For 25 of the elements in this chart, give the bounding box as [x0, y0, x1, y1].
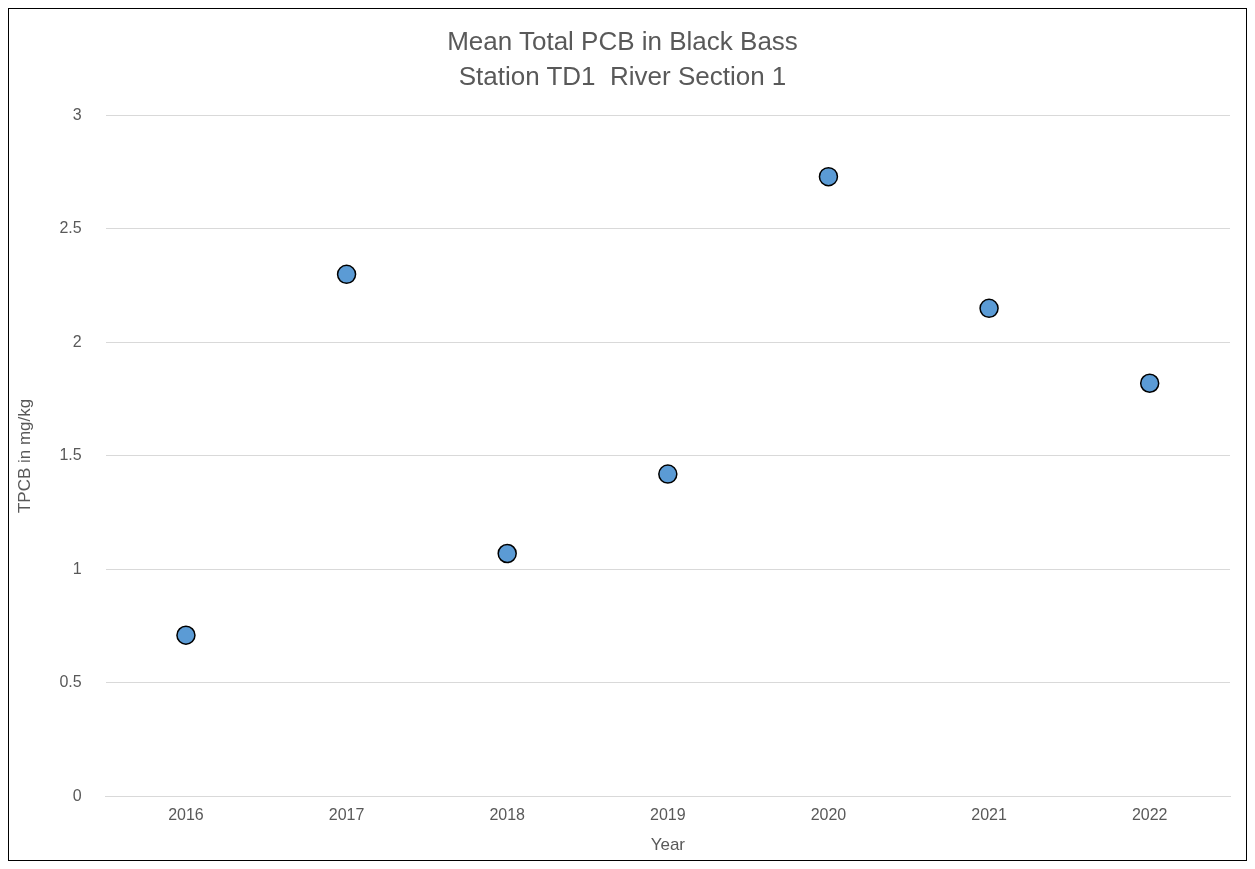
y-tick-label: 1: [72, 559, 82, 577]
y-axis-title: TPCB in mg/kg: [14, 398, 34, 514]
point: [497, 543, 517, 564]
point: [979, 298, 999, 319]
x-tick-label: 2020: [810, 806, 847, 824]
point: [818, 166, 839, 187]
y-tick-label: 3: [72, 105, 82, 123]
y-tick-label: 0: [72, 786, 82, 804]
y-tick-label: 2.5: [59, 219, 82, 237]
chart-title: Mean Total PCB in Black Bass: [447, 25, 798, 56]
x-tick-label: 2016: [168, 806, 204, 824]
x-tick-label: 2018: [489, 806, 526, 824]
y-tick-label: 2: [72, 332, 82, 350]
x-tick-label: 2017: [328, 806, 365, 824]
x-axis-title: Year: [650, 835, 686, 855]
x-tick-label: 2019: [650, 806, 686, 824]
point: [658, 464, 678, 484]
point: [1139, 373, 1160, 394]
x-tick-label: 2021: [971, 806, 1007, 824]
y-tick-label: 1.5: [59, 446, 82, 464]
point: [336, 264, 357, 285]
point: [176, 625, 196, 645]
y-tick-label: 0.5: [59, 673, 82, 691]
chart-subtitle: Station TD1 River Section 1: [458, 60, 787, 91]
x-tick-label: 2022: [1131, 806, 1168, 824]
